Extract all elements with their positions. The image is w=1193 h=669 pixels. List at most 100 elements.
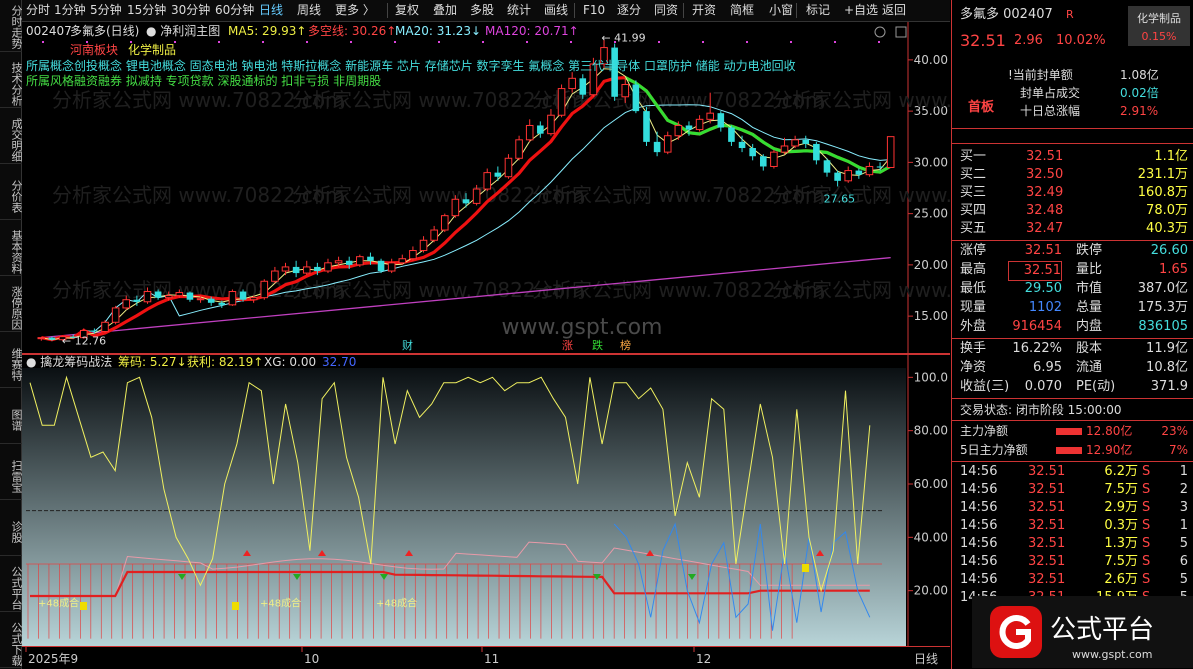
tick-price: 32.51 — [1028, 464, 1066, 479]
toolbar-item-1[interactable]: 1分钟 — [54, 3, 86, 17]
bid-row-4[interactable]: 买五 32.47 40.3万 — [952, 220, 1193, 238]
bid-row-3[interactable]: 买四 32.48 78.0万 — [952, 202, 1193, 220]
toolbar-item-15[interactable]: 逐分 — [617, 3, 642, 17]
toolbar-item-19[interactable]: 小窗 — [769, 3, 794, 17]
toolbar-item-10[interactable]: 叠加 — [433, 3, 458, 17]
dot-marker — [174, 41, 176, 43]
toolbar-item-8[interactable]: 更多 〉 — [335, 3, 375, 17]
toolbar-item-21[interactable]: +自选 — [844, 3, 879, 17]
tick-price: 32.51 — [1028, 500, 1066, 515]
main-y-tick-label: 35.00 — [914, 104, 948, 118]
candle-11 — [154, 291, 162, 298]
toolbar-item-9[interactable]: 复权 — [395, 3, 420, 17]
watermark-text: 分析家公式网 www.70822.com — [52, 183, 345, 207]
toolbar-item-0[interactable]: 分时 — [26, 3, 51, 17]
candle-7 — [111, 307, 120, 323]
toolbar-item-13[interactable]: 画线 — [544, 3, 569, 17]
dot-marker — [482, 41, 484, 43]
watermark-text: 分析家公式网 www.70822.com — [772, 88, 950, 112]
stat-value: 0.070 — [1024, 379, 1062, 394]
five-day-flow: 12.90亿 — [1086, 443, 1133, 457]
bid-row-1[interactable]: 买二 32.50 231.1万 — [952, 166, 1193, 184]
tick-time: 14:56 — [960, 572, 998, 587]
toolbar-item-6[interactable]: 日线 — [259, 3, 284, 17]
dot-marker — [86, 41, 88, 43]
candle-8 — [122, 299, 131, 309]
tick-time: 14:56 — [960, 518, 998, 533]
candle-72 — [802, 139, 810, 144]
candle-51 — [579, 78, 587, 95]
candle-75 — [834, 172, 841, 181]
toolbar-item-16[interactable]: 同资 — [654, 3, 679, 17]
dot-marker — [570, 41, 572, 43]
signal-arrow-8 — [688, 574, 696, 580]
stat-label: 内盘 — [1076, 319, 1103, 334]
candle-65 — [728, 127, 735, 142]
candle-23 — [281, 266, 290, 272]
left-tab-8[interactable]: 扫雷宝 — [0, 450, 22, 500]
settings-icon[interactable] — [874, 26, 886, 38]
styles-text: 所属风格融资融券 拟减持 专项贷款 深股通标的 扣非亏损 非周期股 — [26, 73, 381, 88]
candle-43 — [494, 172, 502, 177]
ind-y-tick-label: 40.00 — [914, 530, 948, 544]
toolbar-item-2[interactable]: 5分钟 — [90, 3, 122, 17]
tick-side: S — [1142, 500, 1151, 515]
toolbar-item-7[interactable]: 周线 — [297, 3, 322, 17]
left-tab-11[interactable]: 公式下载 — [0, 618, 22, 668]
sep — [952, 338, 1193, 339]
left-tab-5[interactable]: 涨停原因 — [0, 282, 22, 332]
x-label-1: 10 — [304, 652, 319, 666]
left-tab-7[interactable]: 图谱 — [0, 394, 22, 444]
quote-change: 2.96 — [1014, 33, 1043, 48]
candle-42 — [483, 172, 492, 190]
toolbar-item-22[interactable]: 返回 — [882, 3, 907, 17]
ind-annotation-0: +48成合 — [38, 597, 79, 610]
candle-24 — [292, 266, 300, 274]
left-tab-10[interactable]: 公式平台 — [0, 562, 22, 612]
candlestick-chart[interactable]: 40.00 35.00 30.00 25.00 20.00 15.00 分析家公式网 www… — [22, 22, 1065, 397]
high-label: ← 41.99 — [601, 31, 645, 44]
bid-label: 买二 — [960, 167, 987, 182]
toolbar-item-4[interactable]: 30分钟 — [171, 3, 211, 17]
candle-49 — [557, 88, 566, 116]
left-tab-1[interactable]: 技术分析 — [0, 58, 22, 108]
pink-line — [30, 541, 870, 597]
left-tab-4[interactable]: 基本资料 — [0, 226, 22, 276]
bid-row-2[interactable]: 买三 32.49 160.8万 — [952, 184, 1193, 202]
toolbar-item-11[interactable]: 多股 — [470, 3, 495, 17]
toolbar-item-12[interactable]: 统计 — [507, 3, 532, 17]
toolbar: 分时 1分钟 5分钟 15分钟 30分钟 60分钟 日线 周线 更多 〉 复权 叠加 多股 统计 画线 F1… — [22, 0, 950, 22]
toolbar-item-5[interactable]: 60分钟 — [215, 3, 255, 17]
sector-box[interactable]: 化学制品 0.15% — [1128, 6, 1190, 46]
bid-row-0[interactable]: 买一 32.51 1.1亿 — [952, 148, 1193, 166]
tick-count: 1 — [1179, 518, 1188, 533]
stat-value: 26.60 — [1150, 243, 1188, 258]
left-tab-2[interactable]: 成交明细 — [0, 114, 22, 164]
toolbar-item-17[interactable]: 开资 — [692, 3, 717, 17]
left-tab-6[interactable]: 维赛特 — [0, 338, 22, 388]
main-chart[interactable]: 40.00 35.00 30.00 25.00 20.00 15.00 分析家公式网 www… — [22, 22, 1065, 397]
left-tab-0[interactable]: 分时走势 — [0, 0, 22, 52]
indicator-plot[interactable]: 100.0 80.00 60.00 40.00 20.00 +48成合 +48成合 +48成合… — [22, 354, 950, 646]
candle-2 — [58, 336, 67, 341]
candle-22 — [271, 270, 279, 282]
toolbar-item-14[interactable]: F10 — [583, 3, 606, 17]
x-axis: 2025年9 10 11 12 日线 — [22, 646, 950, 669]
tick-time: 14:56 — [960, 482, 998, 497]
ind-bg-gradient — [22, 368, 906, 646]
main-y-tick-label: 40.00 — [914, 53, 948, 67]
ind-xg: XG: 0.00 — [264, 355, 316, 369]
ma120-line — [41, 256, 891, 339]
toolbar-item-20[interactable]: 标记 — [806, 3, 831, 17]
ten-day-label: 十日总涨幅 — [1020, 104, 1081, 118]
dot-marker — [350, 41, 352, 43]
candle-45 — [515, 139, 523, 159]
ind-y-tick-label: 60.00 — [914, 477, 948, 491]
toolbar-item-18[interactable]: 简框 — [730, 3, 755, 17]
left-tab-3[interactable]: 分价表 — [0, 170, 22, 220]
gspt-logo: 公式平台 www.gspt.com — [972, 596, 1193, 668]
toolbar-item-3[interactable]: 15分钟 — [127, 3, 167, 17]
maximize-icon[interactable] — [895, 26, 907, 38]
left-tab-9[interactable]: 诊股 — [0, 506, 22, 556]
indicator-chart[interactable]: 100.0 80.00 60.00 40.00 20.00 +48成合 +48成合 +48成合… — [22, 354, 950, 646]
